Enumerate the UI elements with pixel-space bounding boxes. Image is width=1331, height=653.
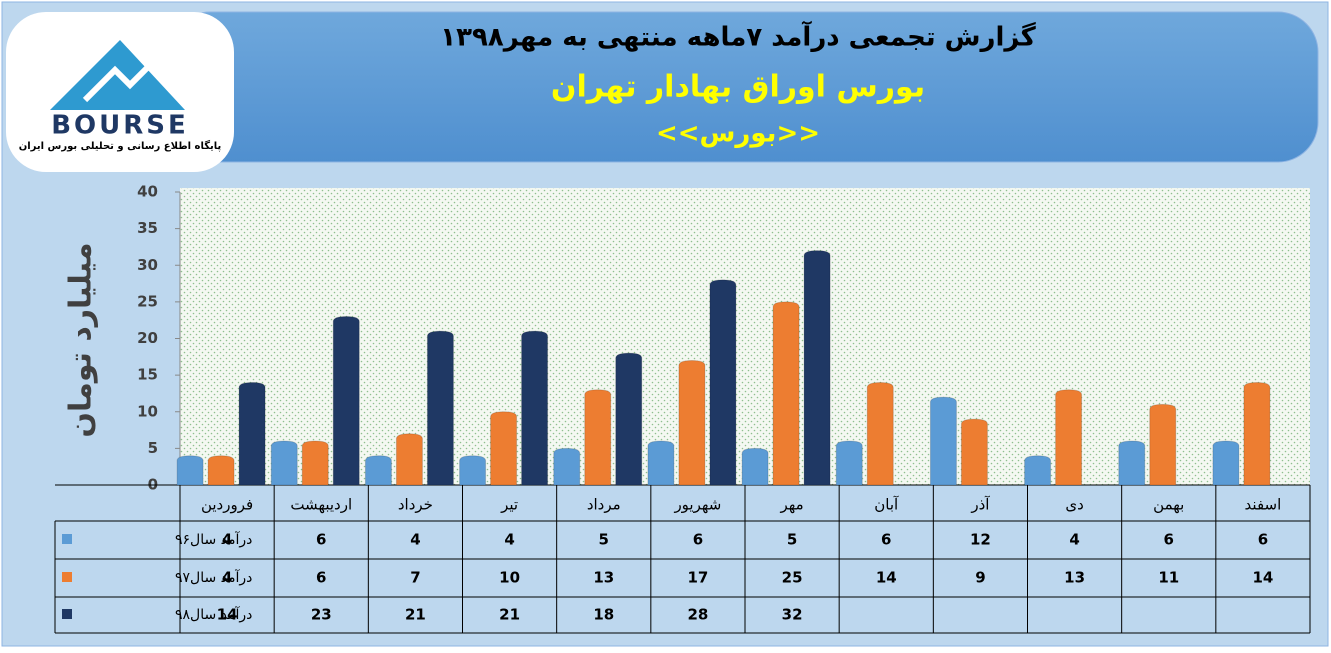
table-value: 23: [311, 606, 332, 624]
table-value: 32: [782, 606, 803, 624]
bar: [1055, 389, 1083, 486]
table-value: 10: [499, 569, 520, 587]
x-tick-label: خرداد: [398, 496, 433, 514]
x-tick-label: شهریور: [673, 496, 721, 514]
y-tick-label: 30: [137, 256, 158, 274]
table-value: 4: [1069, 531, 1079, 549]
bar: [490, 411, 518, 486]
table-value: 13: [1064, 569, 1085, 587]
table-value: 13: [593, 569, 614, 587]
bar: [301, 440, 329, 486]
bar: [584, 389, 612, 486]
table-value: 14: [217, 606, 238, 624]
table-value: 6: [1258, 531, 1268, 549]
x-tick-label: مهر: [779, 496, 803, 514]
table-value: 6: [881, 531, 891, 549]
table-value: 14: [876, 569, 897, 587]
bar: [395, 433, 423, 486]
legend-swatch: [62, 534, 72, 544]
table-value: 7: [410, 569, 420, 587]
bar: [1024, 455, 1052, 486]
y-tick-label: 10: [137, 402, 158, 420]
legend-label: درآمد سال۹۷: [175, 569, 252, 586]
bar: [678, 359, 706, 486]
bar: [238, 381, 266, 486]
table-value: 28: [687, 606, 708, 624]
table-value: 21: [499, 606, 520, 624]
table-value: 5: [599, 531, 609, 549]
bar: [553, 447, 581, 486]
y-tick-label: 35: [137, 219, 158, 237]
chart-subtitle: بورس اوراق بهادار تهران: [551, 70, 925, 105]
table-value: 6: [316, 569, 326, 587]
legend-swatch: [62, 609, 72, 619]
logo-tagline: پایگاه اطلاع رسانی و تحلیلی بورس ایران: [19, 139, 222, 152]
x-tick-label: اسفند: [1245, 496, 1282, 514]
table-value: 5: [787, 531, 797, 549]
bar: [772, 301, 800, 486]
table-value: 4: [504, 531, 514, 549]
legend-label: درآمد سال۹۸: [175, 606, 252, 623]
y-tick-label: 15: [137, 366, 158, 384]
bar: [1118, 440, 1146, 486]
table-value: 6: [316, 531, 326, 549]
bar: [1243, 381, 1271, 486]
bar: [270, 440, 298, 486]
x-tick-label: فروردین: [201, 496, 253, 514]
table-value: 25: [782, 569, 803, 587]
logo-mark: [82, 62, 153, 103]
bar: [615, 352, 643, 486]
legend-swatch: [62, 572, 72, 582]
table-value: 4: [222, 569, 232, 587]
bar: [647, 440, 675, 486]
y-axis-label: میلیارد تومان: [64, 242, 99, 437]
bar: [332, 316, 360, 486]
x-tick-label: آذر: [970, 496, 990, 514]
x-tick-label: تیر: [500, 496, 518, 514]
plot-area: [180, 188, 1310, 485]
bar: [709, 279, 737, 486]
legend-label: درآمد سال۹۶: [175, 531, 252, 548]
bar: [176, 455, 204, 486]
y-tick-label: 40: [137, 183, 158, 201]
y-tick-label: 25: [137, 292, 158, 310]
table-value: 6: [1164, 531, 1174, 549]
bar: [459, 455, 487, 486]
chart-subtitle: <<بورس>>: [656, 119, 820, 149]
bar: [1149, 403, 1177, 486]
bar: [835, 440, 863, 486]
y-tick-label: 5: [148, 439, 158, 457]
chart-title: گزارش تجمعی درآمد ۷ماهه منتهی به مهر۱۳۹۸: [440, 21, 1036, 53]
bar: [929, 396, 957, 486]
table-value: 12: [970, 531, 991, 549]
logo-text: BOURSE: [51, 111, 189, 141]
table-value: 17: [687, 569, 708, 587]
bar: [741, 447, 769, 486]
table-value: 9: [975, 569, 985, 587]
bar: [521, 330, 549, 486]
x-tick-label: آبان: [874, 496, 899, 514]
bar: [207, 455, 235, 486]
bar: [426, 330, 454, 486]
table-value: 4: [222, 531, 232, 549]
bar: [960, 418, 988, 486]
y-tick-label: 20: [137, 329, 158, 347]
table-value: 18: [593, 606, 614, 624]
bar: [1212, 440, 1240, 486]
bar: [803, 250, 831, 486]
table-value: 6: [693, 531, 703, 549]
table-value: 14: [1252, 569, 1273, 587]
table-value: 4: [410, 531, 420, 549]
x-tick-label: اردیبهشت: [290, 496, 352, 514]
x-tick-label: بهمن: [1153, 496, 1184, 514]
bar: [866, 381, 894, 486]
x-tick-label: مرداد: [587, 496, 621, 514]
table-value: 11: [1158, 569, 1179, 587]
bar: [364, 455, 392, 486]
table-value: 21: [405, 606, 426, 624]
x-tick-label: دی: [1065, 496, 1083, 514]
